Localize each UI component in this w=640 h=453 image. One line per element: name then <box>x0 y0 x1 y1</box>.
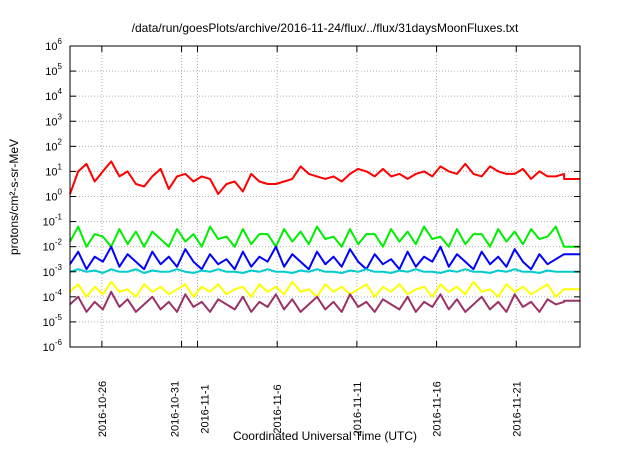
x-tick-label: 2016-11-16 <box>432 381 444 436</box>
y-tick-exponent: -3 <box>55 263 63 272</box>
y-tick-exponent: -4 <box>55 288 63 297</box>
x-tick-label: 2016-10-31 <box>170 381 182 437</box>
y-tick-exponent: -2 <box>55 238 63 247</box>
y-tick-exponent: 3 <box>58 112 63 121</box>
series-layer <box>69 160 580 313</box>
y-tick-exponent: -1 <box>55 213 63 222</box>
series-line-4 <box>69 268 580 274</box>
series-line-3 <box>69 245 580 271</box>
x-axis: 2016-10-26 2016-10-31 2016-11-1 2016-11-6 20… <box>97 46 523 437</box>
chart-title: /data/run/goesPlots/archive/2016-11-24/f… <box>132 21 519 35</box>
series-line-5 <box>69 280 580 298</box>
y-tick-exponent: 0 <box>58 188 63 197</box>
y-tick-exponent: 2 <box>58 137 63 146</box>
x-tick-label: 2016-11-11 <box>352 382 364 437</box>
y-axis-label: protons/cm²-s-sr-MeV <box>7 139 21 255</box>
y-tick-exponent: 5 <box>58 62 63 71</box>
x-tick-label: 2016-11-21 <box>511 381 523 436</box>
x-tick-label: 2016-10-26 <box>97 381 109 437</box>
y-tick-exponent: 4 <box>58 87 63 96</box>
y-tick-exponent: 6 <box>58 37 63 46</box>
x-tick-label: 2016-11-6 <box>272 384 284 433</box>
grid <box>70 46 580 347</box>
y-tick-exponent: 1 <box>58 162 63 171</box>
y-tick-exponent: -6 <box>55 338 63 347</box>
y-tick-exponent: -5 <box>55 313 63 322</box>
x-axis-label: Coordinated Universal Time (UTC) <box>233 429 417 443</box>
series-line-2 <box>69 225 580 248</box>
series-line-6 <box>69 290 580 313</box>
series-line-1 <box>69 160 580 195</box>
x-tick-label: 2016-11-1 <box>200 384 212 433</box>
